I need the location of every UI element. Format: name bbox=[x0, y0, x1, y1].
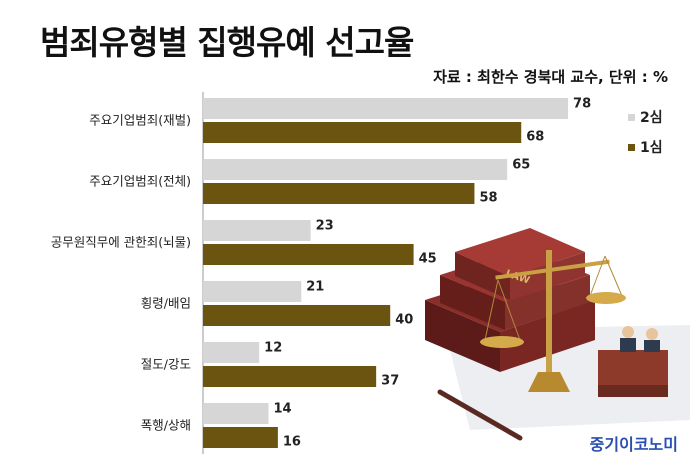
legend: 2심 1심 bbox=[628, 110, 663, 156]
bar-2심 bbox=[203, 403, 269, 424]
legend-label-1심: 1심 bbox=[640, 140, 663, 156]
brand-logo-text: 중기이코노미 bbox=[589, 435, 678, 454]
bar-2심 bbox=[203, 342, 260, 363]
data-label: 40 bbox=[395, 313, 413, 328]
data-label: 21 bbox=[306, 280, 324, 295]
bar-1심 bbox=[203, 366, 377, 387]
data-label: 45 bbox=[419, 252, 437, 267]
category-label: 절도/강도 bbox=[141, 357, 191, 372]
category-label: 공무원직무에 관한죄(뇌물) bbox=[51, 235, 191, 250]
bar-1심 bbox=[203, 305, 391, 326]
bar-1심 bbox=[203, 122, 522, 143]
source-note: 자료 : 최한수 경북대 교수, 단위 : % bbox=[433, 68, 668, 86]
category-label: 주요기업범죄(재벌) bbox=[89, 113, 191, 128]
data-label: 14 bbox=[274, 402, 292, 417]
bar-2심 bbox=[203, 159, 508, 180]
legend-swatch-2심 bbox=[628, 114, 635, 121]
data-label: 12 bbox=[264, 341, 282, 356]
bar-2심 bbox=[203, 281, 302, 302]
data-label: 37 bbox=[381, 374, 399, 389]
data-label: 16 bbox=[283, 435, 301, 450]
bar-2심 bbox=[203, 98, 569, 119]
bar-1심 bbox=[203, 183, 475, 204]
bar-2심 bbox=[203, 220, 311, 241]
bar-1심 bbox=[203, 427, 278, 448]
category-label: 횡령/배임 bbox=[141, 296, 191, 311]
data-label: 58 bbox=[479, 191, 497, 206]
legend-label-2심: 2심 bbox=[640, 110, 663, 126]
chart-title: 범죄유형별 집행유예 선고율 bbox=[40, 23, 414, 62]
data-label: 65 bbox=[512, 158, 530, 173]
data-label: 23 bbox=[316, 219, 334, 234]
bar-1심 bbox=[203, 244, 414, 265]
legend-swatch-1심 bbox=[628, 144, 635, 151]
category-label: 폭행/상해 bbox=[141, 418, 191, 433]
bar-group: 주요기업범죄(재벌) 78 68 주요기업범죄(전체) 65 58 공무원직무에 관한죄(뇌… bbox=[51, 92, 591, 454]
law-books-scales-illustration: LAW bbox=[425, 228, 690, 441]
category-label: 주요기업범죄(전체) bbox=[89, 174, 191, 189]
data-label: 78 bbox=[573, 97, 591, 112]
data-label: 68 bbox=[526, 130, 544, 145]
